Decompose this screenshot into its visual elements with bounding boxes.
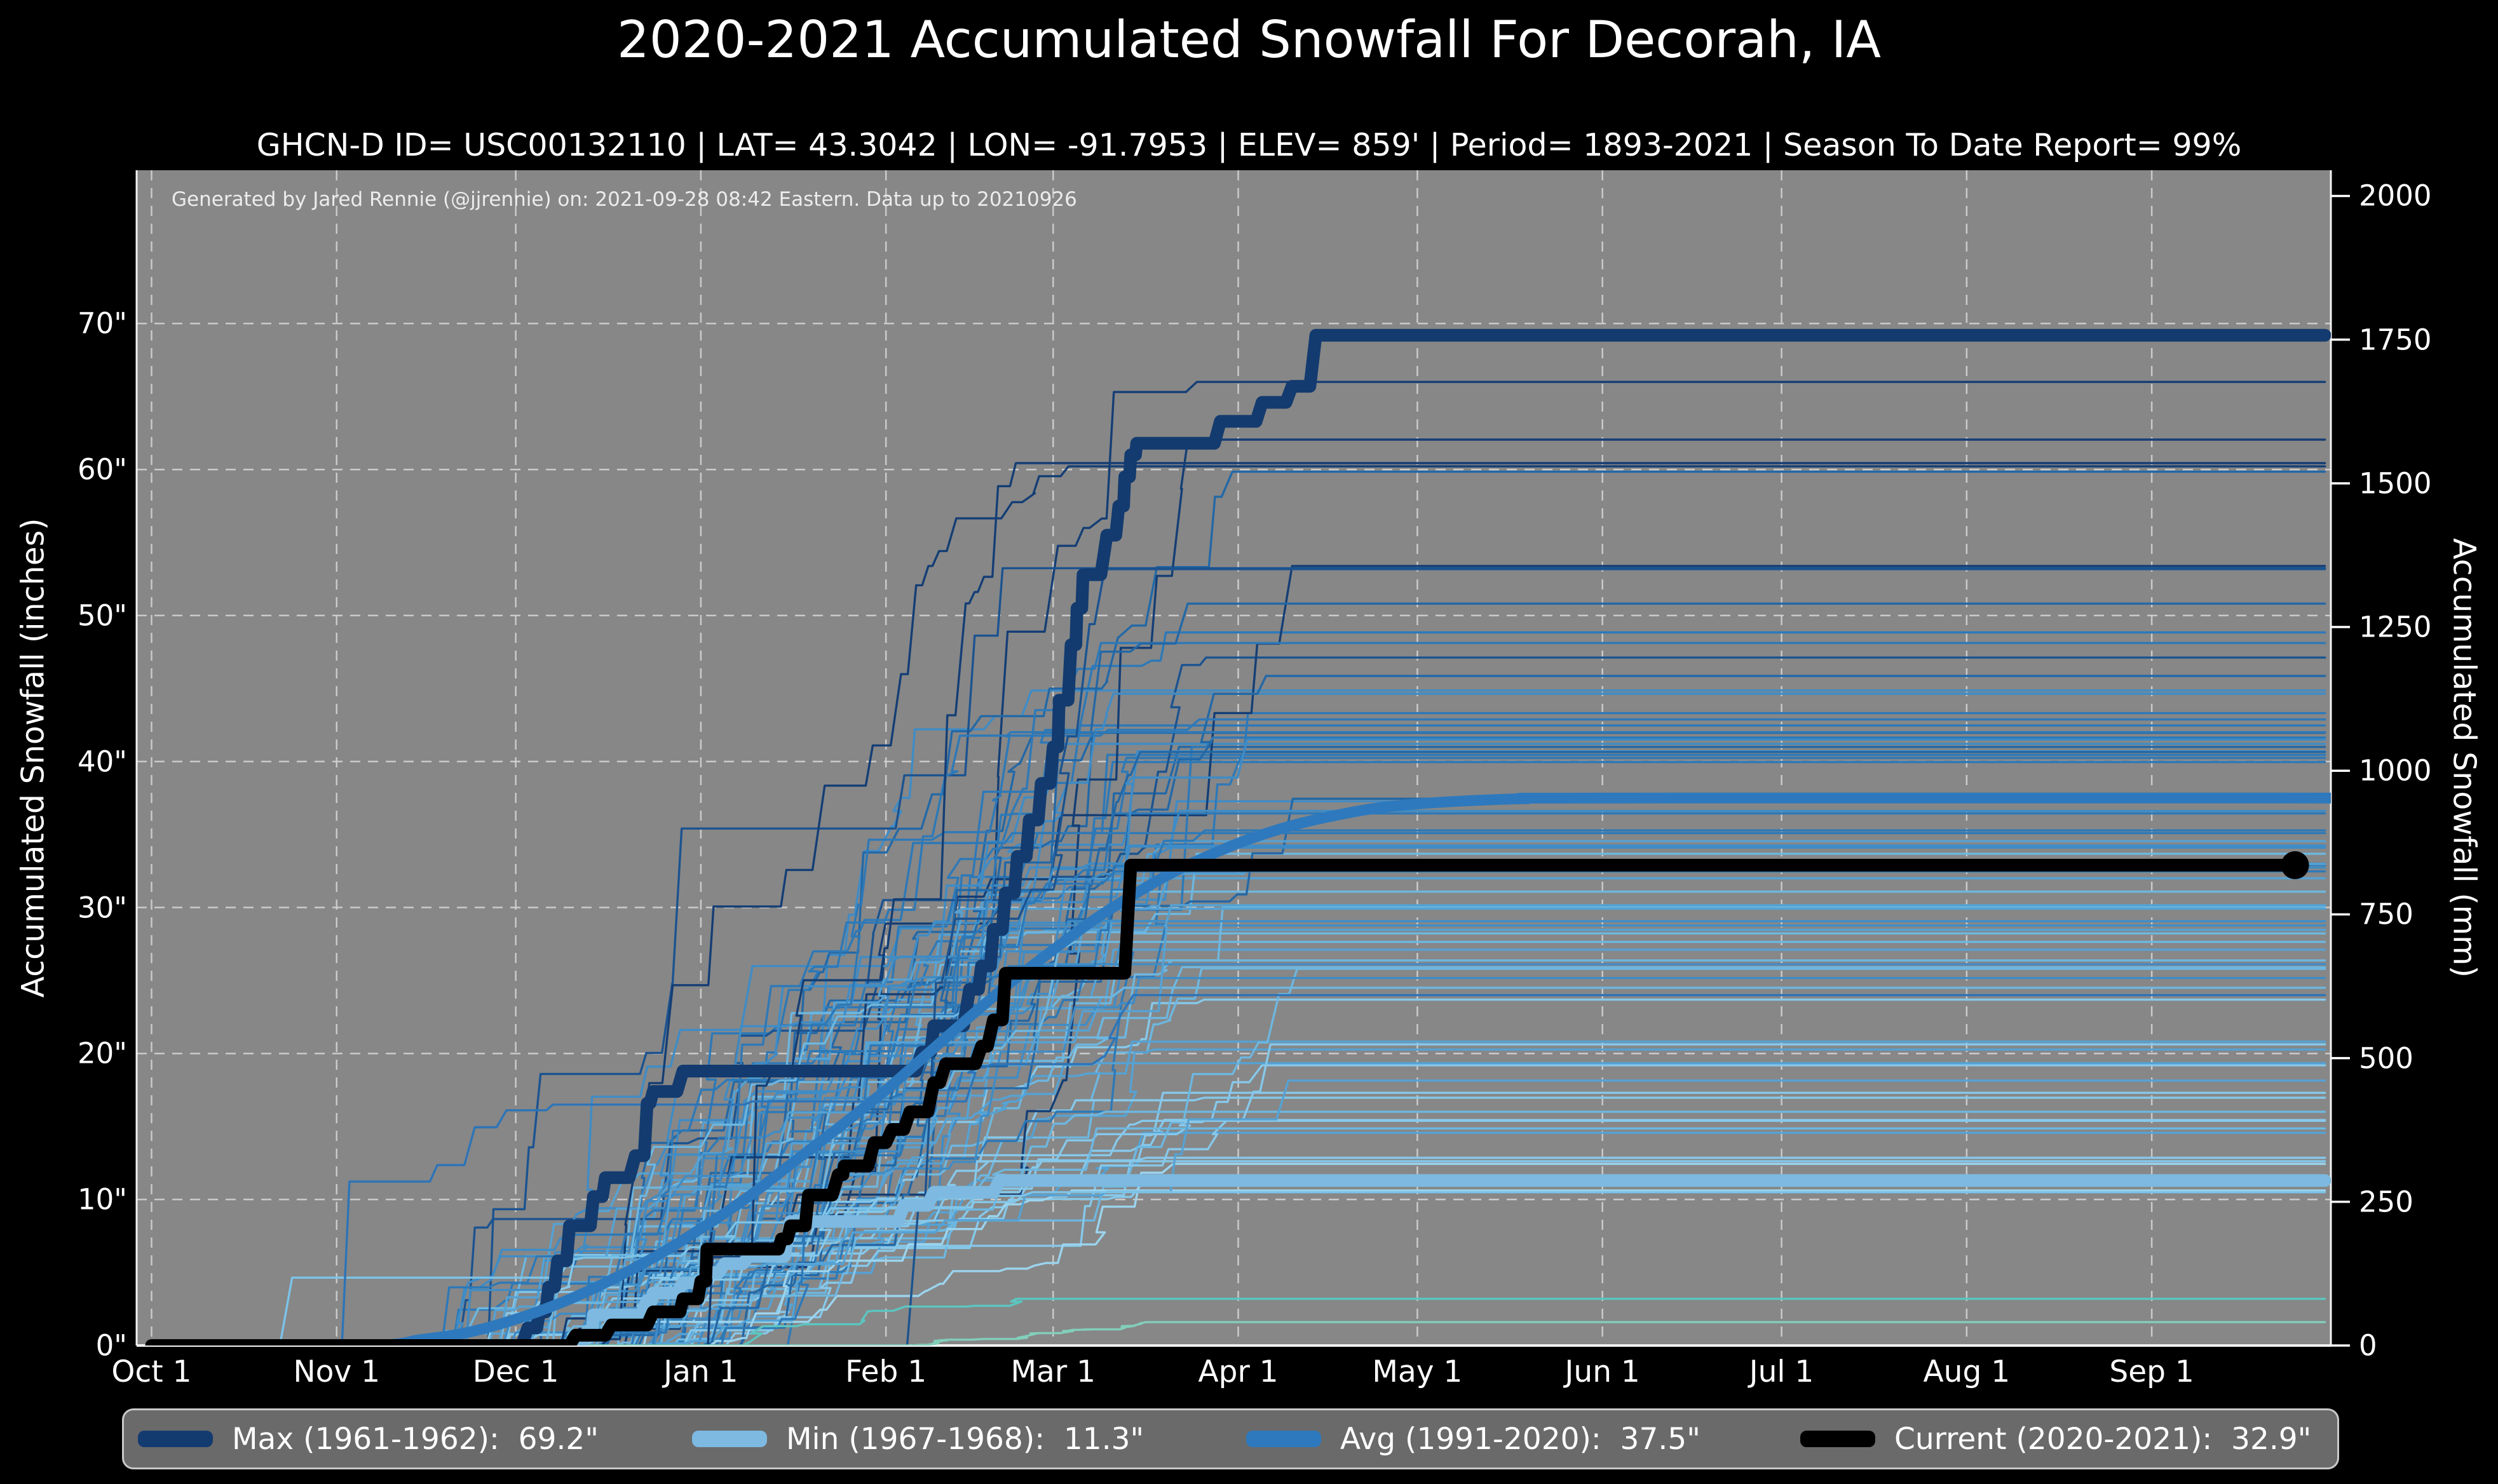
y-tick-inches-10: 10": [78, 1182, 127, 1217]
x-tick-jan-1: Jan 1: [663, 1354, 738, 1389]
series-end-dot-current-2020-2021: [2281, 851, 2309, 879]
y-tick-mm-750: 750: [2359, 897, 2413, 931]
legend-label-0: Max (1961-1962): 69.2": [232, 1421, 599, 1457]
y-axis-label-mm: Accumulated Snowfall (mm): [2446, 537, 2483, 978]
x-tick-nov-1: Nov 1: [293, 1354, 381, 1389]
y-tick-mm-0: 0: [2359, 1328, 2377, 1363]
legend-item-0: Max (1961-1962): 69.2": [124, 1422, 678, 1457]
y-tick-mm-2000: 2000: [2359, 179, 2432, 213]
page-title: 2020-2021 Accumulated Snowfall For Decor…: [616, 10, 1882, 69]
legend-label-1: Min (1967-1968): 11.3": [786, 1421, 1144, 1457]
y-tick-mm-1500: 1500: [2359, 466, 2432, 501]
legend-label-2: Avg (1991-2020): 37.5": [1340, 1421, 1700, 1457]
y-tick-mm-500: 500: [2359, 1041, 2413, 1076]
x-tick-mar-1: Mar 1: [1010, 1354, 1096, 1389]
series-line-avg-1991-2020: [146, 792, 2331, 1346]
legend-item-2: Avg (1991-2020): 37.5": [1232, 1422, 1786, 1457]
x-tick-may-1: May 1: [1372, 1354, 1463, 1389]
y-axis-label-inches: Accumulated Snowfall (inches): [15, 518, 51, 998]
legend-swatch-2: [1246, 1431, 1321, 1447]
x-tick-jun-1: Jun 1: [1565, 1354, 1640, 1389]
highlighted-series: [145, 328, 2331, 1346]
legend-swatch-0: [138, 1431, 213, 1447]
legend-item-3: Current (2020-2021): 32.9": [1786, 1422, 2340, 1457]
y-tick-mm-250: 250: [2359, 1185, 2413, 1219]
y-tick-inches-70: 70": [78, 306, 127, 341]
x-tick-dec-1: Dec 1: [472, 1354, 559, 1389]
y-tick-inches-0: 0": [95, 1328, 127, 1363]
y-tick-mm-1250: 1250: [2359, 610, 2432, 644]
y-tick-mm-1750: 1750: [2359, 323, 2432, 357]
x-tick-aug-1: Aug 1: [1923, 1354, 2011, 1389]
legend: Max (1961-1962): 69.2" Min (1967-1968): 1…: [122, 1408, 2339, 1469]
series-line-max-1961-1962: [145, 328, 2331, 1346]
y-tick-inches-20: 20": [78, 1036, 127, 1070]
legend-label-3: Current (2020-2021): 32.9": [1894, 1421, 2312, 1457]
right-tick-marks: [2331, 194, 2350, 1347]
x-tick-sep-1: Sep 1: [2109, 1354, 2194, 1389]
y-tick-inches-40: 40": [78, 745, 127, 779]
y-tick-mm-1000: 1000: [2359, 753, 2432, 788]
x-tick-jul-1: Jul 1: [1749, 1354, 1814, 1389]
x-tick-oct-1: Oct 1: [111, 1354, 192, 1389]
x-tick-apr-1: Apr 1: [1198, 1354, 1279, 1389]
legend-item-1: Min (1967-1968): 11.3": [678, 1422, 1232, 1457]
y-tick-inches-50: 50": [78, 598, 127, 633]
x-tick-feb-1: Feb 1: [845, 1354, 927, 1389]
credit-annotation: Generated by Jared Rennie (@jjrennie) on…: [172, 188, 1077, 211]
station-subtitle: GHCN-D ID= USC00132110 | LAT= 43.3042 | …: [256, 127, 2242, 163]
series-line-current-2020-2021: [145, 858, 2302, 1346]
y-tick-inches-60: 60": [78, 452, 127, 487]
series-line-min-1967-1968: [145, 1174, 2331, 1346]
legend-swatch-1: [692, 1431, 767, 1447]
legend-swatch-3: [1800, 1431, 1875, 1447]
y-tick-inches-30: 30": [78, 891, 127, 925]
